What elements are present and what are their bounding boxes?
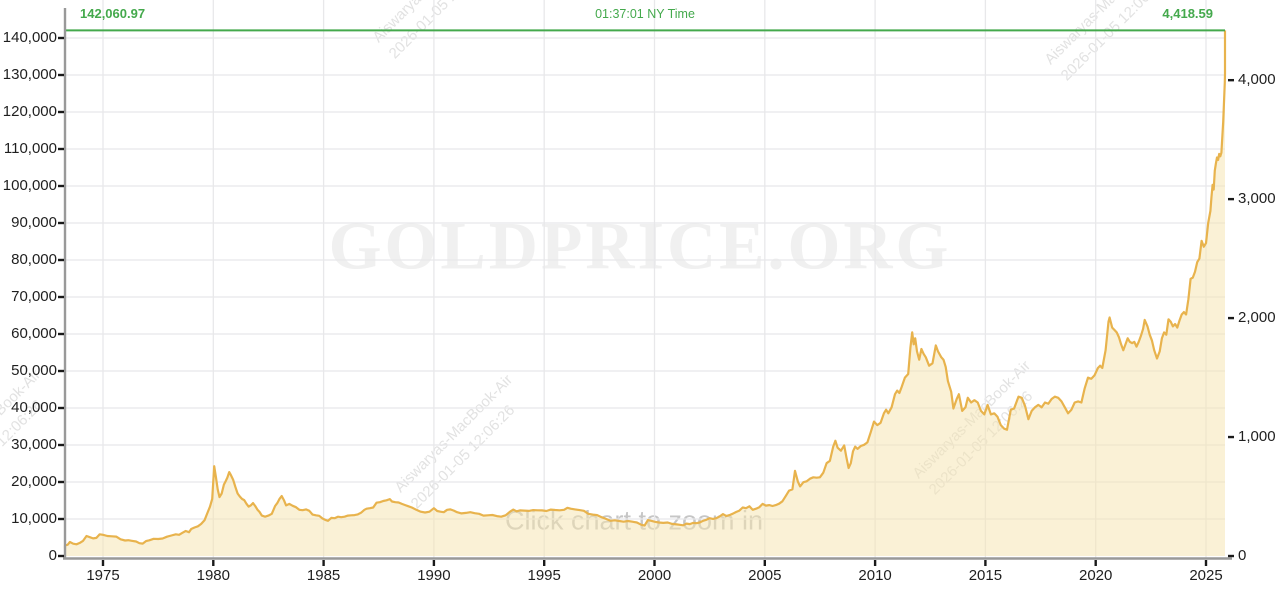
current-price-per-oz: 4,418.59 <box>1162 6 1213 21</box>
x-tick-label: 1985 <box>306 567 341 584</box>
x-tick-label: 2020 <box>1079 567 1113 584</box>
x-tick-label: 1990 <box>417 567 451 584</box>
y-left-tick-label: 40,000 <box>11 399 57 416</box>
y-left-tick-label: 70,000 <box>11 288 57 305</box>
y-right-tick-label: 4,000 <box>1238 71 1276 89</box>
y-left-tick-label: 50,000 <box>11 362 57 379</box>
y-right-tick-label: 2,000 <box>1238 309 1276 327</box>
y-left-tick-label: 0 <box>48 547 57 564</box>
x-tick-label: 1980 <box>196 567 230 584</box>
y-left-tick-label: 140,000 <box>2 29 57 46</box>
y-right-tick-label: 0 <box>1238 547 1247 564</box>
x-tick-label: 1995 <box>527 567 561 584</box>
x-tick-label: 2010 <box>858 567 892 584</box>
watermark-brand: GOLDPRICE.ORG <box>328 207 952 284</box>
x-tick-label: 1975 <box>86 567 120 584</box>
y-left-tick-label: 110,000 <box>3 140 57 157</box>
ny-time: 01:37:01 NY Time <box>595 7 695 21</box>
gold-price-line <box>63 30 1227 549</box>
y-left-tick-label: 130,000 <box>2 66 57 83</box>
gold-price-area <box>65 30 1225 556</box>
y-right-tick-label: 3,000 <box>1238 190 1276 208</box>
y-left-tick-label: 30,000 <box>11 436 57 453</box>
y-left-tick-label: 100,000 <box>2 177 57 194</box>
x-tick-label: 2005 <box>748 567 782 584</box>
y-left-tick-label: 90,000 <box>11 214 57 231</box>
current-price-per-kg: 142,060.97 <box>80 6 146 21</box>
y-right-tick-label: 1,000 <box>1238 428 1276 446</box>
y-left-tick-label: 20,000 <box>11 473 57 490</box>
x-tick-label: 2000 <box>637 567 672 584</box>
x-tick-label: 2025 <box>1189 567 1223 584</box>
y-left-tick-label: 80,000 <box>11 251 57 268</box>
x-tick-label: 2015 <box>968 567 1003 584</box>
y-left-tick-label: 120,000 <box>2 103 57 120</box>
y-left-tick-label: 10,000 <box>11 510 57 527</box>
y-left-tick-label: 60,000 <box>11 325 57 342</box>
